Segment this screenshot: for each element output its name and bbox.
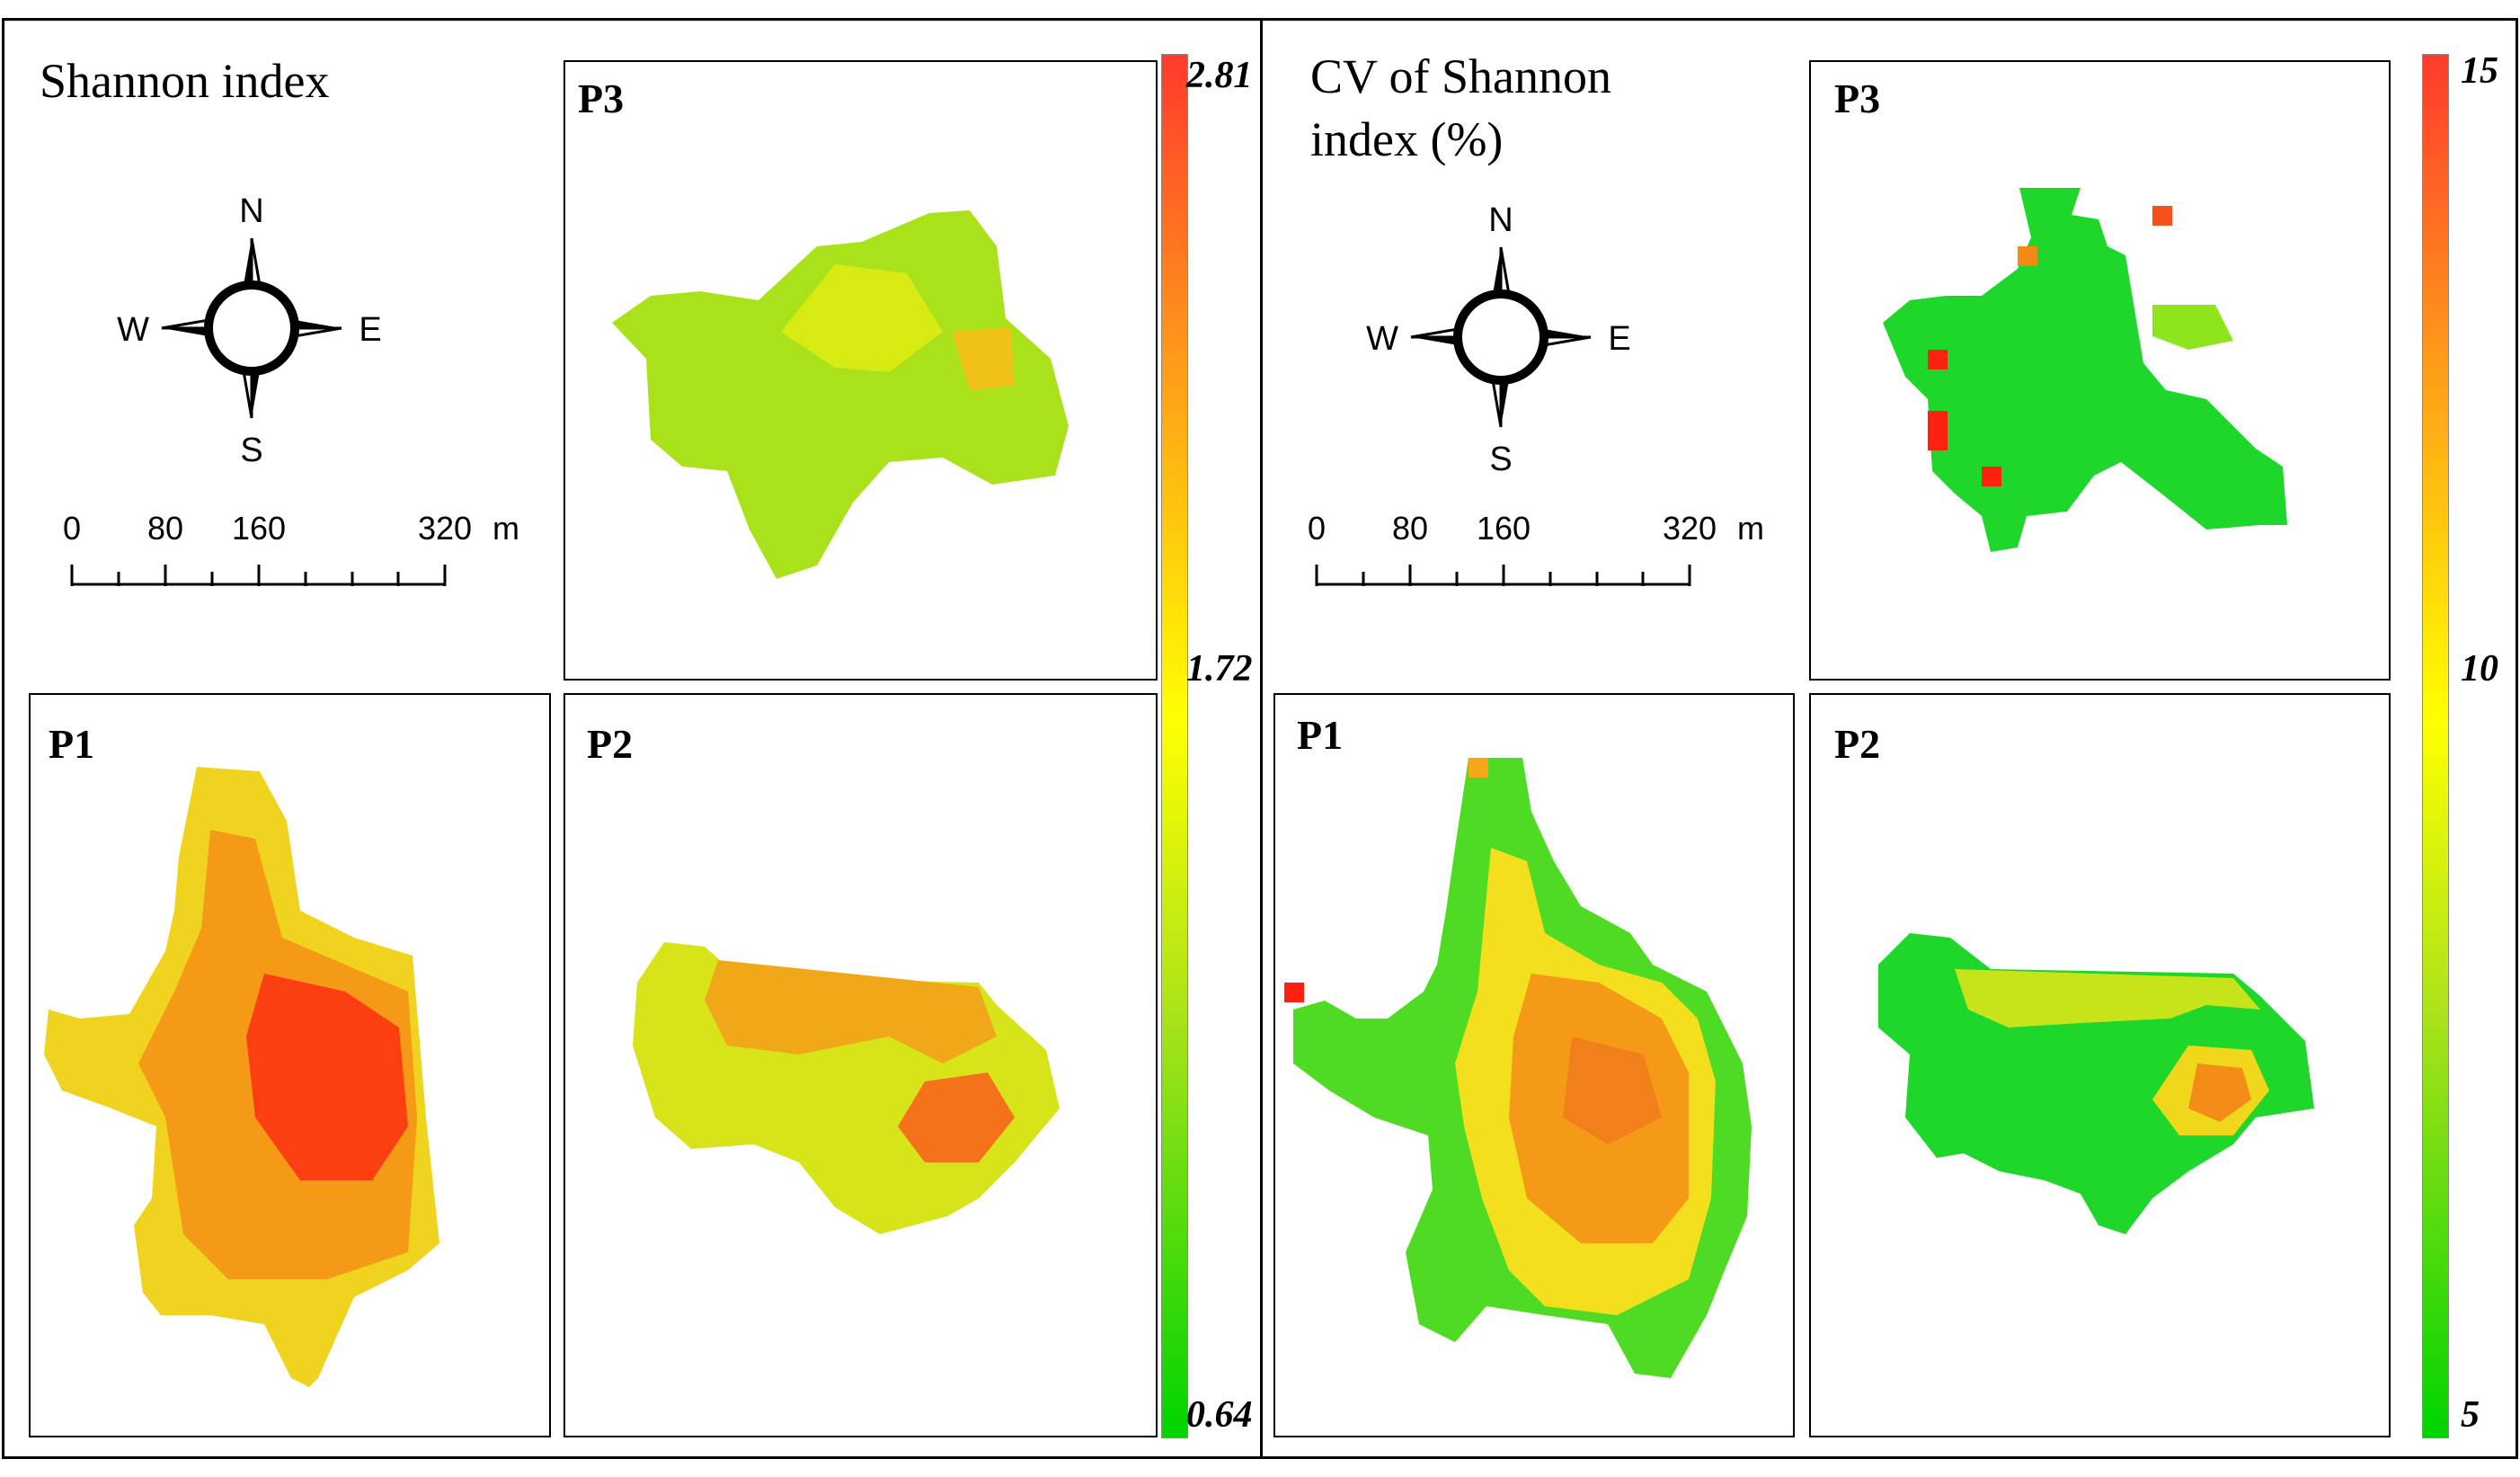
grid-region-p2-hotspot (2188, 1063, 2251, 1122)
map-p2 (1878, 933, 2314, 1234)
north-arrow: N S E W (117, 192, 382, 469)
scale-label-80: 80 (147, 510, 183, 547)
map-frame-p1: P1 (1273, 693, 1795, 1437)
grid-region-p3-hotspot (952, 327, 1015, 390)
grid-cell-orange (1469, 758, 1488, 778)
map-label-p2: P2 (1834, 721, 1881, 767)
scale-label-80: 80 (1392, 510, 1428, 547)
scale-bar: 0 80 160 320 m (63, 510, 519, 586)
map-frame-p3: P3 (563, 60, 1158, 681)
north-arrow: N S E W (1366, 201, 1631, 478)
map-label-p1: P1 (1297, 712, 1344, 758)
grid-region-p2-mid (1955, 969, 2260, 1028)
map-frame-p1: P1 (29, 693, 551, 1437)
map-p1 (44, 767, 439, 1387)
compass-n-label: N (1488, 201, 1513, 239)
legend-bar (1161, 54, 1188, 1438)
scale-label-320: 320 (418, 510, 472, 547)
grid-region-p3 (612, 210, 1069, 579)
scale-bar: 0 80 160 320 m (1308, 510, 1764, 586)
grid-region-p2-mid (705, 960, 997, 1063)
compass-w-label: W (1366, 320, 1398, 358)
grid-region-p1-hotspot (246, 974, 408, 1180)
legend-mid-label: 1.72 (1186, 648, 1253, 690)
map-p3 (612, 210, 1069, 579)
compass-n-label: N (239, 192, 263, 230)
compass-ring (1453, 289, 1548, 385)
legend-mid-label: 10 (2461, 648, 2498, 690)
compass-s-label: S (1489, 440, 1512, 478)
map-p2 (633, 942, 1060, 1234)
scale-label-320: 320 (1663, 510, 1717, 547)
panel-title-line1: CV of Shannon (1310, 49, 1612, 103)
legend-min-label: 5 (2461, 1394, 2480, 1436)
scale-label-160: 160 (1477, 510, 1531, 547)
compass-e-label: E (1608, 320, 1630, 358)
map-label-p3: P3 (578, 76, 625, 121)
scale-label-160: 160 (232, 510, 286, 547)
grid-cell-orange (2152, 206, 2172, 226)
compass-e-label: E (359, 311, 381, 349)
map-p1 (1284, 758, 1752, 1378)
scale-unit: m (492, 510, 519, 547)
panel-divider (1260, 18, 1263, 1459)
grid-cell-red (1928, 411, 1948, 450)
grid-region-p2-hotspot (898, 1072, 1015, 1162)
grid-cell-red (1284, 983, 1304, 1002)
grid-region-p3 (1883, 188, 2287, 552)
map-label-p3: P3 (1834, 76, 1881, 121)
grid-cell-orange (2018, 246, 2037, 266)
legend-bar (2422, 54, 2449, 1438)
compass-s-label: S (240, 432, 262, 469)
scale-unit: m (1737, 510, 1764, 547)
map-label-p2: P2 (587, 721, 634, 767)
map-frame-p2: P2 (563, 693, 1158, 1437)
panel-title-line2: index (%) (1310, 112, 1504, 166)
scale-label-0: 0 (1308, 510, 1326, 547)
legend-max-label: 2.81 (1186, 55, 1253, 96)
panel-title: Shannon index (40, 54, 330, 108)
grid-region-p3-mid (2152, 305, 2233, 350)
legend-min-label: 0.64 (1186, 1394, 1253, 1436)
scale-label-0: 0 (63, 510, 81, 547)
map-frame-p3: P3 (1809, 60, 2391, 681)
compass-ring (204, 280, 299, 376)
grid-region-p1-core (1563, 1037, 1662, 1144)
map-label-p1: P1 (49, 721, 95, 767)
legend-max-label: 15 (2461, 50, 2498, 92)
map-p3 (1883, 188, 2287, 552)
map-frame-p2: P2 (1809, 693, 2391, 1437)
grid-region-p3-core (781, 264, 943, 372)
grid-cell-red (1982, 467, 2001, 486)
grid-cell-red (1928, 350, 1948, 369)
compass-w-label: W (117, 311, 149, 349)
